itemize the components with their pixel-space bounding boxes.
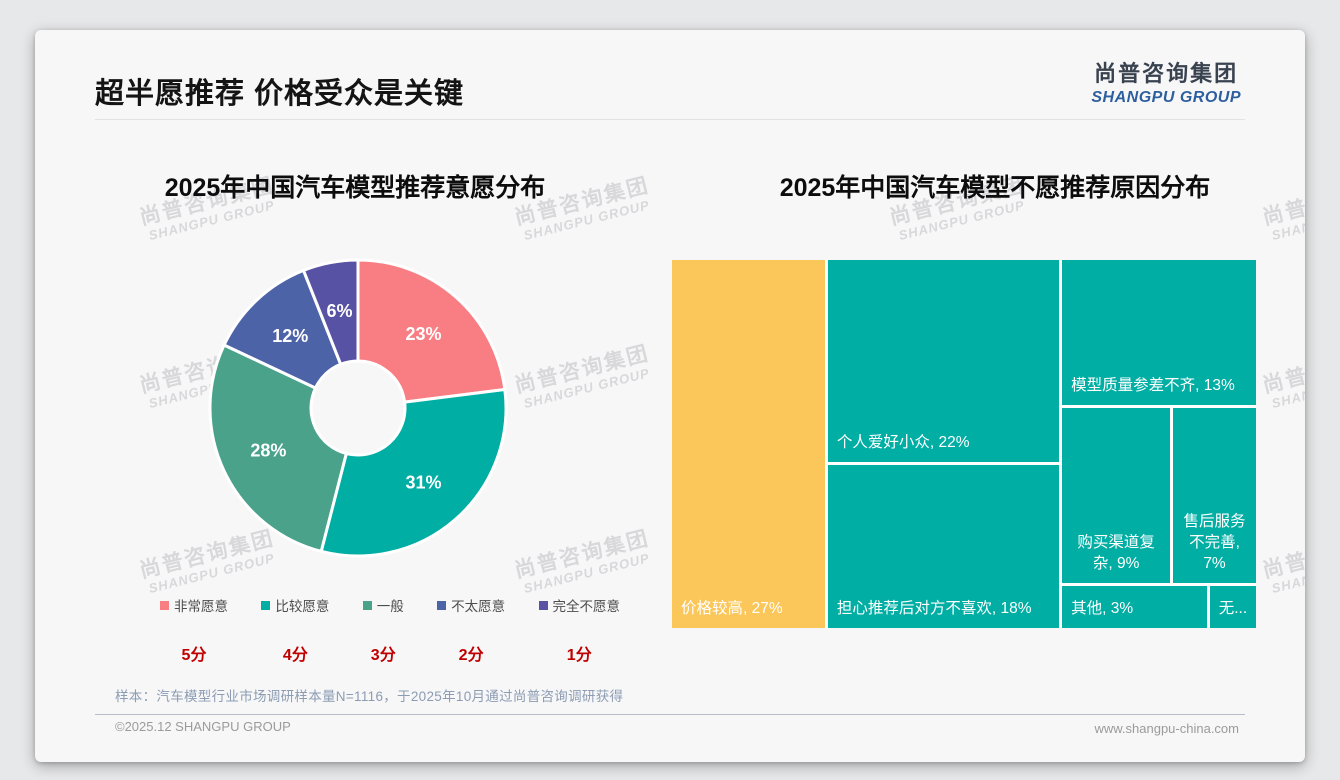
treemap-cell: 无...	[1209, 586, 1256, 628]
donut-legend: 非常愿意 比较愿意 一般 不太愿意 完全不愿意 5分 4分 3分 2分 1分	[160, 595, 620, 665]
treemap-cell-label: 担心推荐后对方不喜欢, 18%	[836, 600, 1032, 618]
legend-item: 一般	[362, 595, 404, 615]
legend-item: 比较愿意	[261, 595, 329, 615]
legend-marker-icon	[261, 600, 271, 610]
treemap-cell-label: 模型质量参差不齐, 13%	[1071, 377, 1235, 395]
legend-score: 5分	[181, 647, 207, 664]
footer-website: www.shangpu-china.com	[1094, 721, 1239, 736]
donut-label: 12%	[272, 326, 308, 346]
treemap-cell-label: 购买渠道复杂, 9%	[1077, 534, 1155, 573]
treemap-cell: 价格较高, 27%	[672, 260, 825, 628]
treemap-cell-label: 售后服务不完善, 7%	[1183, 513, 1246, 573]
legend-marker-icon	[362, 600, 372, 610]
donut-label: 31%	[405, 473, 441, 493]
header-divider	[95, 119, 1245, 120]
treemap-cell: 其他, 3%	[1062, 586, 1207, 628]
treemap-chart: 价格较高, 27% 个人爱好小众, 22% 担心推荐后对方不喜欢, 18% 模型质量参…	[672, 260, 1256, 628]
donut-slice	[319, 387, 508, 558]
legend-item: 不太愿意	[437, 595, 505, 615]
legend-item: 非常愿意	[160, 595, 228, 615]
donut-label: 28%	[250, 440, 286, 460]
legend-label: 一般	[376, 599, 404, 614]
treemap-cell: 模型质量参差不齐, 13%	[1062, 260, 1256, 405]
treemap-cell: 购买渠道复杂, 9%	[1062, 407, 1171, 584]
legend-score: 2分	[458, 647, 484, 664]
legend-label: 不太愿意	[451, 599, 506, 614]
treemap-cell: 个人爱好小众, 22%	[827, 260, 1060, 463]
legend-label: 非常愿意	[174, 599, 228, 614]
treemap-cell-label: 价格较高, 27%	[681, 600, 783, 618]
treemap-cell-label: 其他, 3%	[1071, 600, 1134, 618]
legend-label: 完全不愿意	[552, 599, 621, 614]
company-logo: 尚普咨询集团 SHANGPU GROUP	[1091, 56, 1241, 107]
donut-slice	[302, 258, 360, 366]
donut-chart-title: 2025年中国汽车模型推荐意愿分布	[164, 174, 546, 202]
donut-chart: 23% 31% 28% 12% 6%	[208, 258, 508, 558]
legend-score: 3分	[370, 647, 396, 664]
donut-svg: 23% 31% 28% 12% 6%	[208, 258, 508, 558]
logo-en-text: SHANGPU GROUP	[1091, 89, 1241, 106]
donut-label: 23%	[405, 324, 441, 344]
donut-slice	[222, 268, 343, 390]
legend-marker-icon	[160, 600, 169, 610]
donut-slice	[356, 258, 507, 404]
page-title: 超半愿推荐 价格受众是关键	[95, 78, 465, 110]
legend-label: 比较愿意	[275, 599, 330, 614]
footer-divider	[95, 714, 1245, 715]
treemap-cell-label: 无...	[1218, 600, 1248, 618]
legend-score: 4分	[282, 647, 308, 664]
donut-slice	[208, 343, 348, 553]
legend-marker-icon	[437, 600, 447, 610]
treemap-cell: 售后服务不完善, 7%	[1173, 407, 1256, 584]
footer-note: 样本：汽车模型行业市场调研样本量N=1116，于2025年10月通过尚普咨询调研…	[115, 689, 624, 704]
logo-cn-text: 尚普咨询集团	[1094, 61, 1239, 86]
legend-item: 完全不愿意	[538, 595, 621, 615]
donut-label: 6%	[326, 301, 352, 321]
treemap-cell-label: 个人爱好小众, 22%	[836, 434, 970, 452]
footer-copyright: ©2025.12 SHANGPU GROUP	[115, 719, 291, 734]
legend-marker-icon	[538, 600, 548, 610]
treemap-chart-title: 2025年中国汽车模型不愿推荐原因分布	[779, 174, 1211, 202]
treemap-cell: 担心推荐后对方不喜欢, 18%	[827, 464, 1060, 628]
legend-score: 1分	[566, 647, 592, 664]
slide-card: 尚普咨询集团 SHANGPU GROUP 尚普咨询集团 SHANGPU GROUP 尚普…	[35, 30, 1305, 762]
